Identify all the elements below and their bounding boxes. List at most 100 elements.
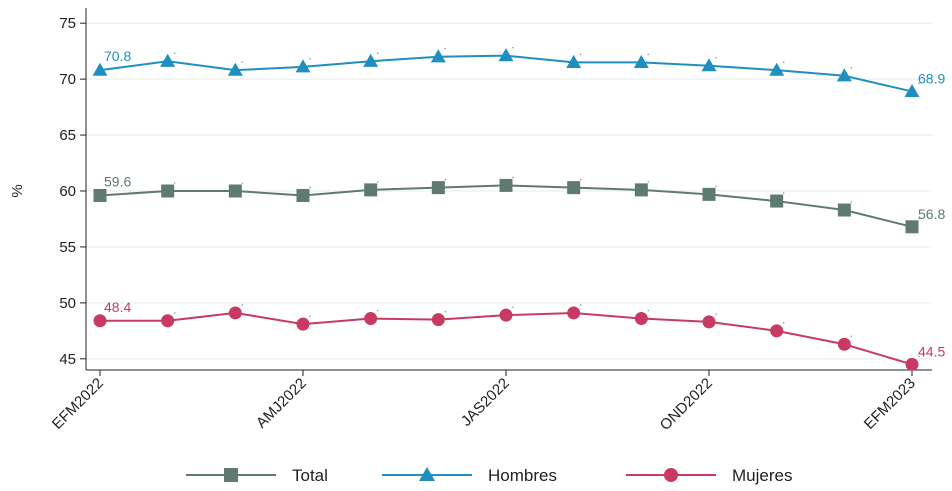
point-marker-dot-hombres-12 xyxy=(918,82,920,85)
legend-label-hombres: Hombres xyxy=(488,466,557,485)
point-marker-dot-mujeres-5 xyxy=(444,310,447,313)
y-tick-label-60: 60 xyxy=(59,183,76,200)
point-marker-dot-mujeres-7 xyxy=(579,304,582,306)
point-marker-dot-mujeres-4 xyxy=(376,309,379,312)
point-total-1 xyxy=(161,184,175,198)
x-tick-label-JAS2022: JAS2022 xyxy=(458,375,513,430)
y-tick-label-65: 65 xyxy=(59,127,76,144)
series xyxy=(92,46,920,371)
point-marker-dot-mujeres-12 xyxy=(918,355,920,358)
y-axis-title: % xyxy=(9,184,26,197)
y-tick-label-45: 45 xyxy=(59,351,76,368)
point-total-5 xyxy=(431,181,445,195)
legend-item-hombres: Hombres xyxy=(382,466,557,485)
point-total-6 xyxy=(499,178,513,192)
point-hombres-10 xyxy=(769,62,785,76)
point-marker-dot-hombres-4 xyxy=(376,52,379,55)
point-total-7 xyxy=(567,181,581,195)
point-marker-dot-mujeres-10 xyxy=(782,322,785,324)
point-marker-dot-mujeres-6 xyxy=(512,306,514,308)
point-mujeres-4 xyxy=(364,312,378,326)
legend-label-total: Total xyxy=(292,466,328,485)
point-total-9 xyxy=(702,187,716,201)
point-hombres-2 xyxy=(227,62,243,76)
point-marker-dot-total-11 xyxy=(850,201,853,203)
point-marker-dot-hombres-1 xyxy=(173,52,176,55)
x-tick-label-EFM2023: EFM2023 xyxy=(861,375,919,433)
point-hombres-1 xyxy=(160,53,176,67)
point-hombres-9 xyxy=(701,58,717,72)
point-marker-dot-total-12 xyxy=(918,218,920,220)
point-total-3 xyxy=(296,188,310,202)
legend: Total Hombres Mujeres xyxy=(186,466,792,485)
point-marker-dot-total-6 xyxy=(512,176,514,179)
point-marker-dot-mujeres-1 xyxy=(173,311,176,314)
point-mujeres-5 xyxy=(431,313,445,327)
point-marker-dot-mujeres-8 xyxy=(647,309,650,312)
point-marker-dot-total-4 xyxy=(376,181,379,183)
series-hombres xyxy=(92,46,920,98)
point-mujeres-3 xyxy=(296,317,310,331)
point-marker-dot-total-1 xyxy=(173,182,176,184)
point-mujeres-6 xyxy=(499,308,513,322)
point-total-10 xyxy=(770,194,784,208)
point-marker-dot-mujeres-3 xyxy=(309,315,311,317)
point-hombres-6 xyxy=(498,48,514,62)
data-label-first-hombres: 70.8 xyxy=(104,48,131,64)
x-tick-label-AMJ2022: AMJ2022 xyxy=(253,375,310,432)
point-mujeres-7 xyxy=(567,306,581,320)
point-mujeres-9 xyxy=(702,315,716,329)
point-mujeres-8 xyxy=(634,312,648,326)
point-hombres-12 xyxy=(904,83,920,98)
legend-label-mujeres: Mujeres xyxy=(732,466,792,485)
point-marker-dot-hombres-3 xyxy=(309,58,311,60)
point-mujeres-0 xyxy=(93,314,107,328)
point-marker-dot-total-2 xyxy=(241,182,244,184)
point-marker-dot-total-3 xyxy=(309,186,311,189)
legend-marker-mujeres xyxy=(664,468,678,482)
data-label-first-mujeres: 48.4 xyxy=(104,299,131,315)
point-mujeres-10 xyxy=(770,324,784,338)
series-total xyxy=(93,176,920,234)
point-marker-dot-hombres-2 xyxy=(241,61,244,63)
point-total-0 xyxy=(93,188,107,202)
point-marker-dot-hombres-8 xyxy=(647,53,650,56)
point-marker-dot-total-5 xyxy=(444,178,447,181)
x-tick-label-EFM2022: EFM2022 xyxy=(49,375,107,433)
point-marker-dot-hombres-11 xyxy=(850,66,853,69)
data-label-last-mujeres: 44.5 xyxy=(918,343,945,359)
data-labels: 59.6 56.8 70.8 68.9 48.4 44.5 xyxy=(104,48,945,359)
point-marker-dot-hombres-7 xyxy=(579,53,582,56)
point-total-11 xyxy=(837,203,851,217)
y-tick-label-75: 75 xyxy=(59,15,76,32)
point-mujeres-11 xyxy=(837,337,851,351)
point-total-2 xyxy=(228,184,242,198)
point-hombres-5 xyxy=(430,49,446,63)
point-hombres-11 xyxy=(836,68,852,82)
point-marker-dot-total-8 xyxy=(647,181,650,183)
point-marker-dot-total-10 xyxy=(782,192,785,194)
point-hombres-0 xyxy=(92,62,108,76)
point-hombres-4 xyxy=(363,53,379,67)
x-tick-label-OND2022: OND2022 xyxy=(657,375,716,434)
data-label-last-hombres: 68.9 xyxy=(918,70,945,86)
point-marker-dot-mujeres-2 xyxy=(241,304,244,306)
point-total-8 xyxy=(634,183,648,197)
point-hombres-3 xyxy=(295,59,311,73)
y-tick-label-50: 50 xyxy=(59,295,76,312)
point-mujeres-12 xyxy=(905,357,919,371)
point-hombres-8 xyxy=(633,54,649,68)
point-marker-dot-hombres-10 xyxy=(782,61,785,63)
y-tick-label-70: 70 xyxy=(59,71,76,88)
point-total-12 xyxy=(905,220,919,234)
data-label-last-total: 56.8 xyxy=(918,206,945,222)
point-total-4 xyxy=(364,183,378,197)
point-mujeres-1 xyxy=(161,314,175,328)
point-hombres-7 xyxy=(566,54,582,68)
point-marker-dot-hombres-9 xyxy=(715,56,717,59)
point-marker-dot-mujeres-11 xyxy=(850,335,853,338)
point-marker-dot-mujeres-9 xyxy=(715,313,717,315)
legend-marker-hombres xyxy=(418,466,436,482)
point-marker-dot-total-7 xyxy=(579,178,582,181)
